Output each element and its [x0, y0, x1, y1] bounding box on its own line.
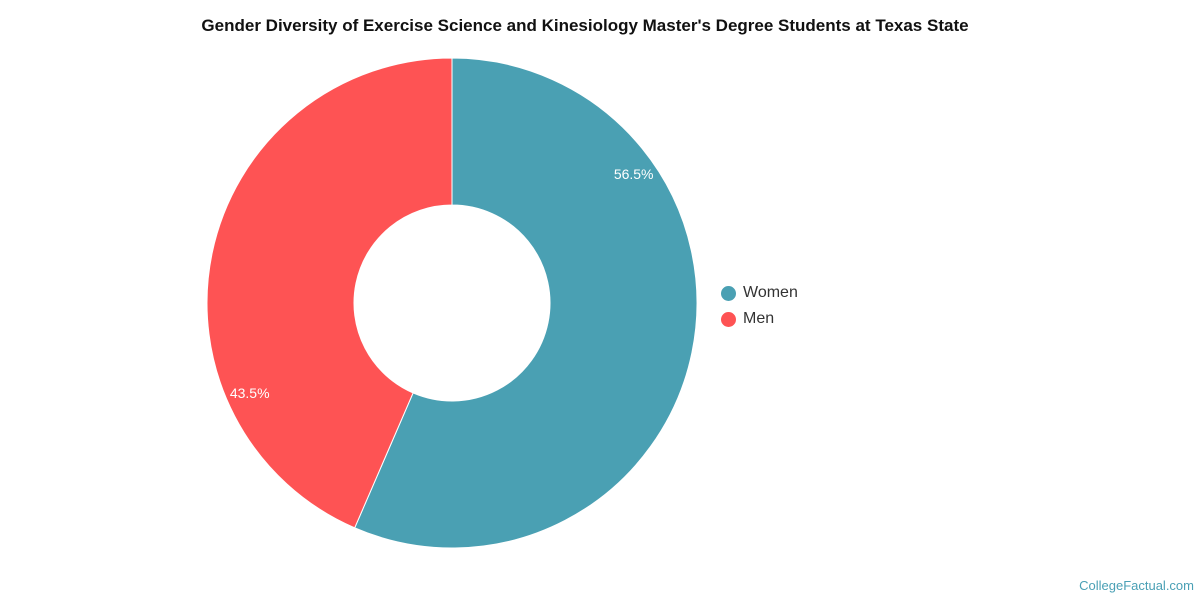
slice-label-women: 56.5%: [614, 166, 654, 182]
legend-label-women: Women: [743, 284, 798, 301]
slice-label-men: 43.5%: [230, 385, 270, 401]
legend-item-women[interactable]: Women: [721, 280, 798, 306]
legend-swatch-women: [721, 285, 736, 301]
legend: Women Men: [721, 280, 798, 332]
slice-men[interactable]: [206, 57, 453, 529]
watermark[interactable]: CollegeFactual.com: [1079, 578, 1194, 593]
slice-women[interactable]: [354, 57, 698, 549]
legend-swatch-men: [721, 311, 736, 327]
legend-label-men: Men: [743, 310, 775, 327]
chart-title: Gender Diversity of Exercise Science and…: [201, 16, 969, 35]
legend-item-men[interactable]: Men: [721, 306, 798, 332]
